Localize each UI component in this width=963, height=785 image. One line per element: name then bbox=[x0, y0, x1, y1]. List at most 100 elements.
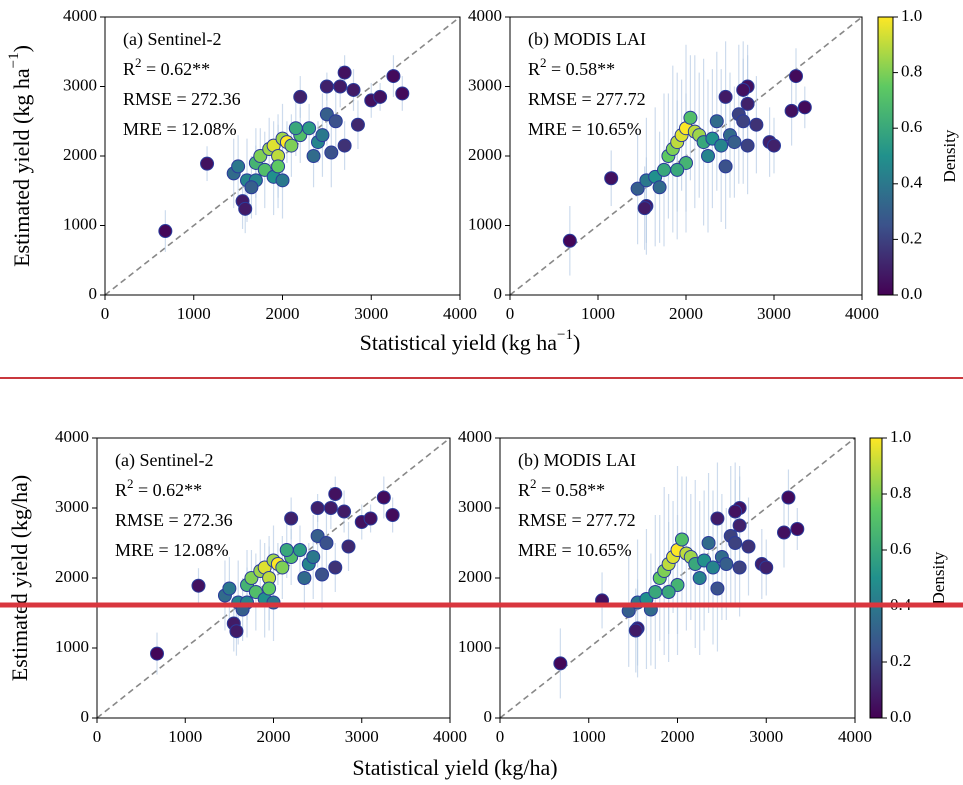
r2-sup: 2 bbox=[540, 55, 547, 70]
point bbox=[284, 511, 299, 526]
point bbox=[288, 121, 303, 136]
point bbox=[328, 560, 343, 575]
x-axis-label-part: ) bbox=[573, 330, 580, 355]
one-to-one-line bbox=[500, 438, 855, 718]
colorbar bbox=[877, 16, 894, 296]
plot-frame bbox=[104, 16, 461, 296]
point bbox=[337, 65, 352, 80]
y-tick-label: 3000 bbox=[55, 497, 89, 516]
rmse-text: RMSE = 277.72 bbox=[518, 510, 636, 530]
x-axis-label: Statistical yield (kg/ha) bbox=[352, 755, 557, 780]
point bbox=[630, 181, 645, 196]
colorbar-tick-label: 1.0 bbox=[890, 427, 911, 446]
colorbar-tick-label: 1.0 bbox=[901, 6, 922, 25]
x-axis-label-part: Statistical yield (kg ha bbox=[360, 330, 558, 355]
point bbox=[732, 560, 747, 575]
point bbox=[797, 100, 812, 115]
colorbar-tick-label: 0.0 bbox=[901, 284, 922, 303]
colorbar-label: Density bbox=[940, 129, 959, 182]
colorbar bbox=[869, 437, 883, 719]
mre-text: MRE = 10.65% bbox=[518, 540, 632, 560]
y-tick-label: 4000 bbox=[468, 6, 502, 25]
y-tick-label: 0 bbox=[484, 707, 493, 726]
point bbox=[350, 117, 365, 132]
point bbox=[229, 624, 244, 639]
r2-sup: 2 bbox=[127, 476, 134, 491]
point bbox=[749, 117, 764, 132]
point bbox=[709, 114, 724, 129]
point bbox=[346, 82, 361, 97]
point bbox=[386, 69, 401, 84]
point bbox=[271, 159, 286, 174]
point bbox=[200, 156, 215, 171]
point bbox=[395, 86, 410, 101]
point bbox=[648, 585, 663, 599]
point bbox=[306, 149, 321, 163]
y-tick-label: 4000 bbox=[458, 427, 492, 446]
point bbox=[553, 656, 568, 671]
point bbox=[719, 557, 734, 571]
point bbox=[275, 560, 290, 575]
point bbox=[710, 581, 725, 596]
colorbar-tick-label: 0.6 bbox=[890, 539, 911, 558]
point bbox=[777, 525, 791, 540]
point bbox=[718, 159, 733, 174]
point bbox=[341, 539, 356, 554]
rmse-text: RMSE = 272.36 bbox=[123, 89, 241, 109]
point bbox=[337, 504, 352, 519]
point bbox=[324, 145, 339, 160]
panel-label: (a) Sentinel-2 bbox=[115, 450, 213, 471]
point bbox=[732, 518, 747, 533]
point bbox=[728, 504, 743, 519]
x-tick-label: 3000 bbox=[749, 727, 783, 746]
point bbox=[297, 571, 312, 585]
point bbox=[158, 224, 173, 239]
y-axis-label: Estimated yield (kg ha−1) bbox=[6, 45, 34, 267]
colorbar-label: Density bbox=[929, 551, 948, 604]
point bbox=[238, 201, 253, 216]
y-tick-label: 1000 bbox=[63, 214, 97, 233]
point bbox=[315, 567, 330, 582]
point bbox=[376, 490, 391, 505]
colorbar-tick-label: 0.2 bbox=[890, 651, 911, 670]
point bbox=[293, 89, 308, 104]
x-axis-label: Statistical yield (kg ha−1) bbox=[360, 327, 581, 355]
x-axis-label-part: Statistical yield (kg/ha) bbox=[352, 755, 557, 780]
point bbox=[262, 581, 277, 596]
point bbox=[284, 138, 299, 153]
r2-text: R2 = 0.58** bbox=[518, 476, 605, 500]
colorbar-tick-label: 0.4 bbox=[901, 173, 923, 192]
panel-label: (a) Sentinel-2 bbox=[123, 29, 221, 50]
colorbar-tick-label: 0.2 bbox=[901, 228, 922, 247]
x-tick-label: 4000 bbox=[443, 304, 477, 323]
x-tick-label: 2000 bbox=[661, 727, 695, 746]
point bbox=[781, 490, 796, 505]
y-tick-label: 1000 bbox=[468, 214, 502, 233]
point bbox=[292, 543, 307, 557]
y-tick-label: 0 bbox=[81, 707, 90, 726]
point bbox=[674, 532, 689, 547]
point bbox=[315, 128, 330, 143]
x-tick-label: 0 bbox=[496, 727, 505, 746]
x-tick-label: 2000 bbox=[266, 304, 300, 323]
x-tick-label: 2000 bbox=[669, 304, 703, 323]
panel-label: (b) MODIS LAI bbox=[528, 29, 646, 50]
x-tick-label: 4000 bbox=[433, 727, 467, 746]
r2-sup: 2 bbox=[530, 476, 537, 491]
point bbox=[728, 536, 743, 550]
y-axis-label-part: Estimated yield (kg/ha) bbox=[7, 475, 32, 682]
plot-frame bbox=[509, 16, 863, 296]
point bbox=[727, 135, 742, 150]
point bbox=[759, 560, 774, 575]
y-tick-label: 1000 bbox=[458, 637, 492, 656]
point bbox=[784, 103, 799, 118]
x-tick-label: 3000 bbox=[345, 727, 379, 746]
plot-frame bbox=[96, 437, 451, 719]
point bbox=[683, 110, 698, 125]
r2-sup: 2 bbox=[135, 55, 142, 70]
point bbox=[279, 543, 294, 557]
y-axis-label-part: ) bbox=[9, 45, 34, 52]
plot-area bbox=[105, 17, 460, 295]
point bbox=[710, 511, 725, 526]
x-tick-label: 2000 bbox=[257, 727, 291, 746]
